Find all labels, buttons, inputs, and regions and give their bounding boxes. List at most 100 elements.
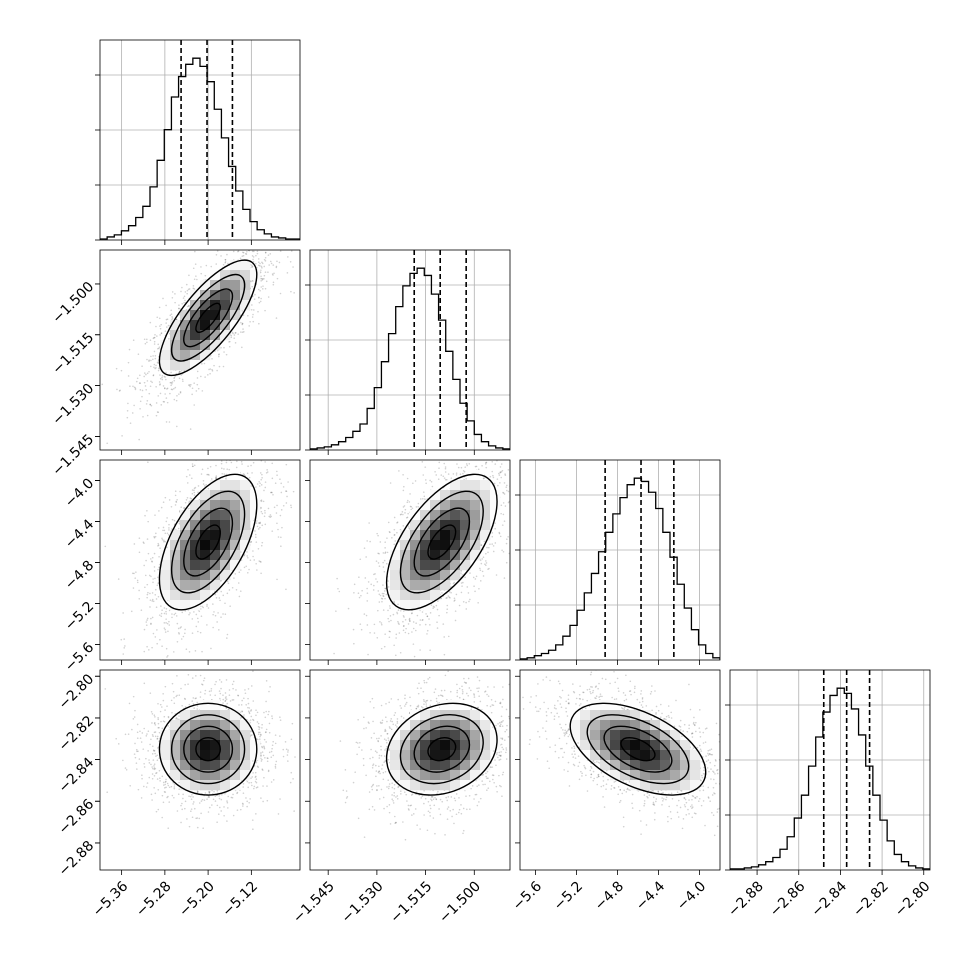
sample-point bbox=[206, 603, 208, 606]
sample-point bbox=[499, 466, 502, 468]
sample-point bbox=[396, 531, 398, 534]
sample-point bbox=[491, 535, 494, 538]
density-cell bbox=[170, 360, 181, 371]
sample-point bbox=[256, 250, 259, 253]
sample-point bbox=[280, 482, 282, 485]
density-cell bbox=[200, 350, 211, 361]
sample-point bbox=[163, 375, 166, 378]
sample-point bbox=[440, 474, 443, 476]
sample-point bbox=[212, 613, 214, 616]
sample-point bbox=[220, 346, 222, 349]
sample-point bbox=[242, 473, 245, 475]
sample-point bbox=[250, 264, 253, 267]
sample-point bbox=[241, 310, 243, 312]
density-cell bbox=[210, 330, 221, 341]
sample-point bbox=[241, 323, 244, 326]
sample-point bbox=[159, 334, 161, 336]
sample-point bbox=[261, 541, 264, 544]
sample-point bbox=[220, 467, 223, 470]
sample-point bbox=[202, 483, 205, 485]
sample-point bbox=[149, 403, 151, 406]
y-tick-label: −4.8 bbox=[62, 558, 97, 593]
sample-point bbox=[378, 565, 381, 567]
sample-point bbox=[147, 520, 149, 523]
sample-point bbox=[498, 472, 500, 475]
sample-point bbox=[223, 468, 225, 470]
sample-point bbox=[188, 384, 191, 386]
density-cell bbox=[200, 590, 211, 601]
sample-point bbox=[276, 277, 279, 280]
sample-point bbox=[200, 615, 203, 618]
density-cell bbox=[240, 260, 251, 271]
density-cell bbox=[190, 330, 201, 341]
sample-point bbox=[261, 288, 264, 290]
sample-point bbox=[168, 529, 170, 531]
sample-point bbox=[160, 332, 163, 335]
sample-point bbox=[381, 592, 384, 595]
density-cell bbox=[210, 580, 221, 591]
sample-point bbox=[234, 224, 236, 226]
sample-point bbox=[523, 491, 525, 493]
sample-point bbox=[271, 232, 273, 234]
sample-point bbox=[246, 250, 248, 253]
density-cell bbox=[230, 310, 241, 321]
density-cell bbox=[200, 310, 211, 321]
sample-point bbox=[378, 593, 381, 596]
sample-point bbox=[163, 529, 166, 532]
sample-point bbox=[144, 514, 146, 517]
sample-point bbox=[174, 528, 176, 531]
sample-point bbox=[264, 461, 266, 463]
sample-point bbox=[426, 615, 429, 618]
sample-point bbox=[178, 307, 180, 310]
density-cell bbox=[180, 570, 191, 581]
sample-point bbox=[157, 542, 160, 545]
sample-point bbox=[165, 647, 168, 650]
sample-point bbox=[187, 507, 190, 510]
density-cell bbox=[220, 300, 231, 311]
sample-point bbox=[168, 338, 170, 340]
sample-point bbox=[104, 545, 107, 548]
sample-point bbox=[216, 247, 218, 249]
sample-point bbox=[500, 512, 502, 515]
sample-point bbox=[269, 253, 272, 255]
sample-point bbox=[211, 357, 213, 360]
sample-point bbox=[157, 411, 160, 414]
sample-point bbox=[143, 372, 146, 374]
sample-point bbox=[267, 235, 269, 237]
sample-point bbox=[152, 374, 155, 377]
sample-point bbox=[465, 477, 467, 480]
sample-point bbox=[282, 453, 284, 455]
sample-point bbox=[377, 609, 379, 612]
sample-point bbox=[189, 497, 192, 499]
histogram-bin bbox=[193, 58, 200, 240]
density-cell bbox=[200, 530, 211, 541]
sample-point bbox=[165, 304, 167, 307]
sample-point bbox=[481, 570, 484, 573]
sample-point bbox=[224, 613, 227, 616]
sample-point bbox=[188, 384, 190, 386]
sample-point bbox=[201, 390, 204, 392]
histogram-bin bbox=[243, 209, 250, 240]
sample-point bbox=[298, 247, 300, 249]
sample-point bbox=[161, 609, 163, 611]
sample-point bbox=[179, 370, 182, 373]
sample-point bbox=[133, 543, 136, 545]
sample-point bbox=[191, 393, 193, 396]
sample-point bbox=[456, 463, 458, 465]
sample-point bbox=[287, 481, 289, 483]
sample-point bbox=[527, 419, 529, 421]
sample-point bbox=[264, 251, 267, 254]
sample-point bbox=[265, 246, 267, 248]
sample-point bbox=[437, 478, 440, 480]
sample-point bbox=[126, 416, 129, 419]
sample-point bbox=[218, 355, 220, 358]
sample-point bbox=[495, 455, 497, 457]
contour-level-3 bbox=[158, 473, 258, 611]
sample-point bbox=[280, 545, 282, 548]
histogram-bin bbox=[186, 64, 193, 240]
sample-point bbox=[279, 478, 281, 480]
sample-point bbox=[290, 250, 293, 252]
sample-point bbox=[389, 630, 391, 633]
sample-point bbox=[162, 385, 165, 387]
sample-point bbox=[527, 431, 529, 433]
